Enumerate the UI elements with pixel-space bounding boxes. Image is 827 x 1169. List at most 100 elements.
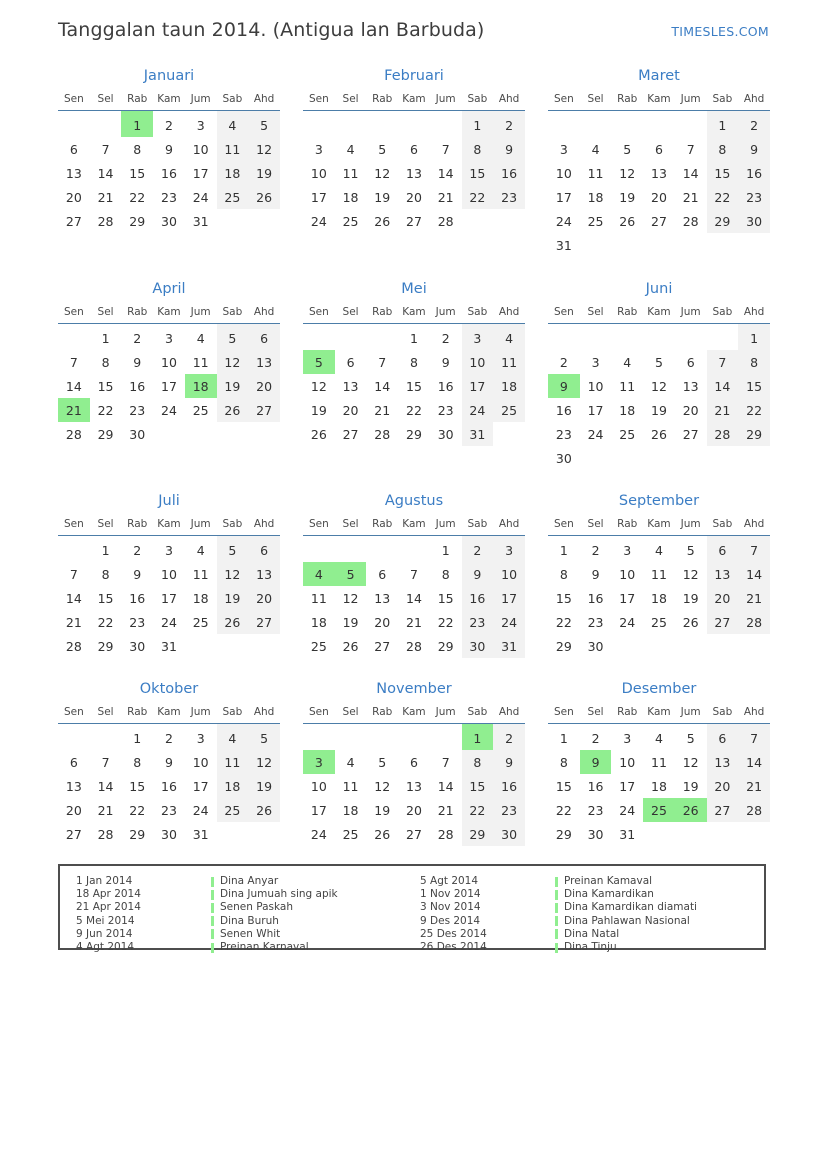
day-cell[interactable]: 26 [682, 614, 699, 630]
day-cell[interactable]: 16 [129, 590, 146, 606]
day-cell[interactable]: 18 [310, 614, 327, 630]
day-cell-weekend[interactable]: 27 [248, 398, 280, 422]
day-cell[interactable]: 24 [161, 614, 177, 630]
day-cell[interactable]: 3 [623, 542, 632, 558]
day-cell-weekend[interactable]: 31 [493, 634, 525, 658]
day-cell-weekend[interactable]: 11 [493, 350, 525, 374]
day-cell[interactable]: 11 [310, 590, 327, 606]
day-cell[interactable]: 2 [133, 330, 142, 346]
day-cell[interactable]: 24 [192, 189, 209, 205]
day-cell-holiday[interactable]: 3 [303, 750, 335, 774]
day-cell[interactable]: 1 [133, 730, 142, 746]
day-cell[interactable]: 21 [374, 402, 391, 418]
day-cell-holiday[interactable]: 26 [674, 798, 707, 822]
day-cell[interactable]: 17 [619, 590, 636, 606]
day-cell[interactable]: 8 [133, 141, 142, 157]
day-cell-weekend[interactable]: 15 [738, 374, 770, 398]
day-cell-weekend[interactable]: 23 [493, 798, 525, 822]
day-cell[interactable]: 10 [161, 354, 177, 370]
day-cell[interactable]: 15 [555, 778, 572, 794]
day-cell[interactable]: 29 [555, 638, 572, 654]
day-cell-weekend[interactable]: 10 [493, 562, 525, 586]
day-cell[interactable]: 17 [161, 378, 177, 394]
day-cell[interactable]: 29 [129, 213, 146, 229]
day-cell[interactable]: 7 [441, 754, 450, 770]
day-cell-weekend[interactable]: 21 [738, 586, 770, 610]
day-cell[interactable]: 7 [378, 354, 387, 370]
day-cell[interactable]: 31 [161, 638, 177, 654]
day-cell[interactable]: 26 [619, 213, 636, 229]
day-cell[interactable]: 12 [619, 165, 636, 181]
day-cell[interactable]: 9 [164, 754, 173, 770]
day-cell-weekend[interactable]: 17 [461, 374, 494, 398]
day-cell[interactable]: 17 [587, 402, 604, 418]
day-cell[interactable]: 9 [591, 566, 600, 582]
day-cell-weekend[interactable]: 20 [248, 374, 280, 398]
day-cell[interactable]: 16 [587, 778, 604, 794]
day-cell[interactable]: 25 [192, 402, 209, 418]
day-cell[interactable]: 3 [164, 330, 173, 346]
day-cell[interactable]: 11 [651, 566, 667, 582]
day-cell-weekend[interactable]: 21 [706, 398, 739, 422]
day-cell[interactable]: 12 [374, 165, 391, 181]
day-cell[interactable]: 6 [69, 754, 78, 770]
day-cell[interactable]: 14 [437, 165, 454, 181]
day-cell[interactable]: 19 [682, 590, 699, 606]
day-cell-weekend[interactable]: 16 [461, 586, 494, 610]
day-cell[interactable]: 11 [192, 354, 209, 370]
day-cell[interactable]: 12 [682, 754, 699, 770]
day-cell[interactable]: 30 [587, 826, 604, 842]
day-cell[interactable]: 14 [682, 165, 699, 181]
day-cell-weekend[interactable]: 29 [738, 422, 770, 446]
day-cell[interactable]: 26 [374, 826, 391, 842]
day-cell[interactable]: 29 [406, 426, 422, 442]
day-cell[interactable]: 1 [101, 542, 110, 558]
day-cell-holiday[interactable]: 1 [121, 110, 154, 137]
day-cell[interactable]: 23 [555, 426, 572, 442]
day-cell[interactable]: 26 [342, 638, 359, 654]
day-cell-weekend[interactable]: 6 [706, 723, 739, 750]
day-cell-weekend[interactable]: 25 [216, 798, 249, 822]
day-cell-weekend[interactable]: 12 [216, 350, 249, 374]
day-cell-weekend[interactable]: 3 [461, 323, 494, 350]
day-cell[interactable]: 25 [587, 213, 604, 229]
day-cell[interactable]: 3 [314, 141, 323, 157]
day-cell[interactable]: 9 [133, 354, 142, 370]
day-cell-weekend[interactable]: 14 [738, 750, 770, 774]
day-cell[interactable]: 30 [129, 638, 146, 654]
day-cell-weekend[interactable]: 11 [216, 137, 249, 161]
day-cell[interactable]: 17 [192, 165, 209, 181]
day-cell[interactable]: 30 [161, 213, 177, 229]
day-cell-weekend[interactable]: 19 [248, 774, 280, 798]
day-cell[interactable]: 21 [406, 614, 422, 630]
day-cell-holiday[interactable]: 21 [58, 398, 90, 422]
day-cell-weekend[interactable]: 9 [493, 137, 525, 161]
day-cell-weekend[interactable]: 12 [248, 750, 280, 774]
day-cell[interactable]: 24 [192, 802, 209, 818]
day-cell[interactable]: 28 [97, 213, 114, 229]
day-cell-weekend[interactable]: 1 [738, 323, 770, 350]
day-cell[interactable]: 20 [374, 614, 391, 630]
day-cell-weekend[interactable]: 19 [248, 161, 280, 185]
day-cell-weekend[interactable]: 15 [461, 774, 494, 798]
day-cell[interactable]: 13 [651, 165, 667, 181]
day-cell[interactable]: 16 [161, 165, 177, 181]
day-cell-weekend[interactable]: 4 [216, 110, 249, 137]
day-cell-weekend[interactable]: 23 [738, 185, 770, 209]
day-cell[interactable]: 28 [65, 426, 82, 442]
day-cell[interactable]: 13 [682, 378, 699, 394]
day-cell[interactable]: 3 [196, 730, 205, 746]
day-cell[interactable]: 19 [619, 189, 636, 205]
day-cell[interactable]: 5 [378, 141, 387, 157]
day-cell[interactable]: 31 [555, 237, 572, 253]
day-cell[interactable]: 17 [161, 590, 177, 606]
day-cell[interactable]: 27 [406, 826, 422, 842]
day-cell[interactable]: 2 [164, 117, 173, 133]
day-cell-weekend[interactable]: 28 [706, 422, 739, 446]
day-cell[interactable]: 28 [374, 426, 391, 442]
day-cell-weekend[interactable]: 9 [738, 137, 770, 161]
day-cell[interactable]: 23 [161, 189, 177, 205]
day-cell[interactable]: 13 [65, 165, 82, 181]
day-cell[interactable]: 2 [591, 542, 600, 558]
day-cell[interactable]: 15 [437, 590, 454, 606]
